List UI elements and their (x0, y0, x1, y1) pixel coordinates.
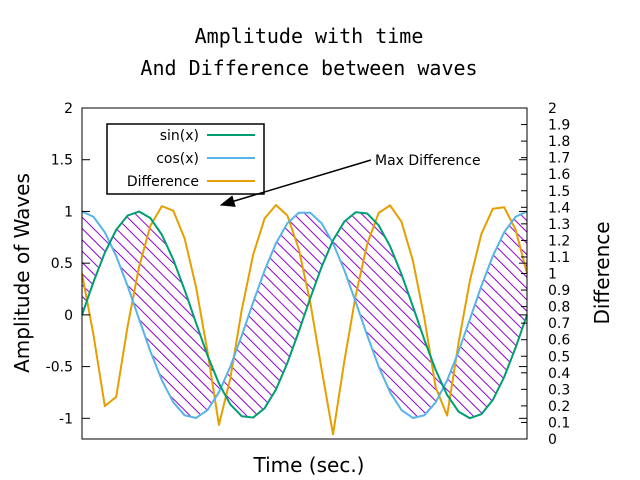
x-axis-label: Time (sec.) (253, 453, 365, 477)
y2-tick-label: 1.9 (548, 118, 570, 134)
chart-title-line-1: Amplitude with time (195, 24, 424, 48)
y2-tick-label: 1.7 (548, 151, 570, 167)
y2-tick-label: 0.1 (548, 415, 570, 431)
y2-tick-label: 1.6 (548, 167, 570, 183)
y-tick-label: 0 (64, 308, 73, 324)
y2-tick-label: 0.9 (548, 283, 570, 299)
y2-tick-label: 0.2 (548, 399, 570, 415)
y2-tick-label: 1.8 (548, 134, 570, 150)
y-tick-label: -0.5 (46, 360, 73, 376)
series-line-difference (81, 204, 528, 436)
chart-title-line-2: And Difference between waves (140, 56, 477, 80)
y2-tick-label: 0.7 (548, 316, 570, 332)
series-lines (81, 204, 528, 436)
right-y-axis: 00.10.20.30.40.50.60.70.80.911.11.21.31.… (521, 101, 570, 448)
y2-tick-label: 1.5 (548, 184, 570, 200)
y2-tick-label: 0.5 (548, 349, 570, 365)
y2-tick-label: 1.4 (548, 200, 570, 216)
y-tick-label: 0.5 (51, 256, 73, 272)
annotation-max-difference: Max Difference (375, 153, 481, 169)
y-tick-label: -1 (59, 411, 73, 427)
y-tick-label: 1.5 (51, 153, 73, 169)
y-tick-label: 1 (64, 204, 73, 220)
y2-tick-label: 2 (548, 101, 557, 117)
series-line-cos-x (81, 210, 528, 419)
y-axis-label: Amplitude of Waves (10, 173, 34, 373)
series-line-sin-x (81, 210, 528, 420)
y-tick-label: 2 (64, 101, 73, 117)
y2-tick-label: 0 (548, 432, 557, 448)
y2-axis-label: Difference (590, 221, 614, 324)
legend-label-difference: Difference (127, 174, 199, 190)
y2-tick-label: 0.4 (548, 366, 570, 382)
y2-tick-label: 1.2 (548, 233, 570, 249)
y2-tick-label: 1.1 (548, 250, 570, 266)
y2-tick-label: 0.6 (548, 333, 570, 349)
left-y-axis: -1 -0.5 0 0.5 1 1.5 2 (46, 101, 527, 427)
y2-tick-label: 1 (548, 267, 557, 283)
y2-tick-label: 0.8 (548, 300, 570, 316)
y2-tick-label: 0.3 (548, 382, 570, 398)
legend-label-sin: sin(x) (160, 128, 199, 144)
legend: sin(x) cos(x) Difference (106, 123, 265, 195)
y2-tick-label: 1.3 (548, 217, 570, 233)
annotation-arrow (219, 159, 372, 207)
legend-label-cos: cos(x) (156, 151, 199, 167)
